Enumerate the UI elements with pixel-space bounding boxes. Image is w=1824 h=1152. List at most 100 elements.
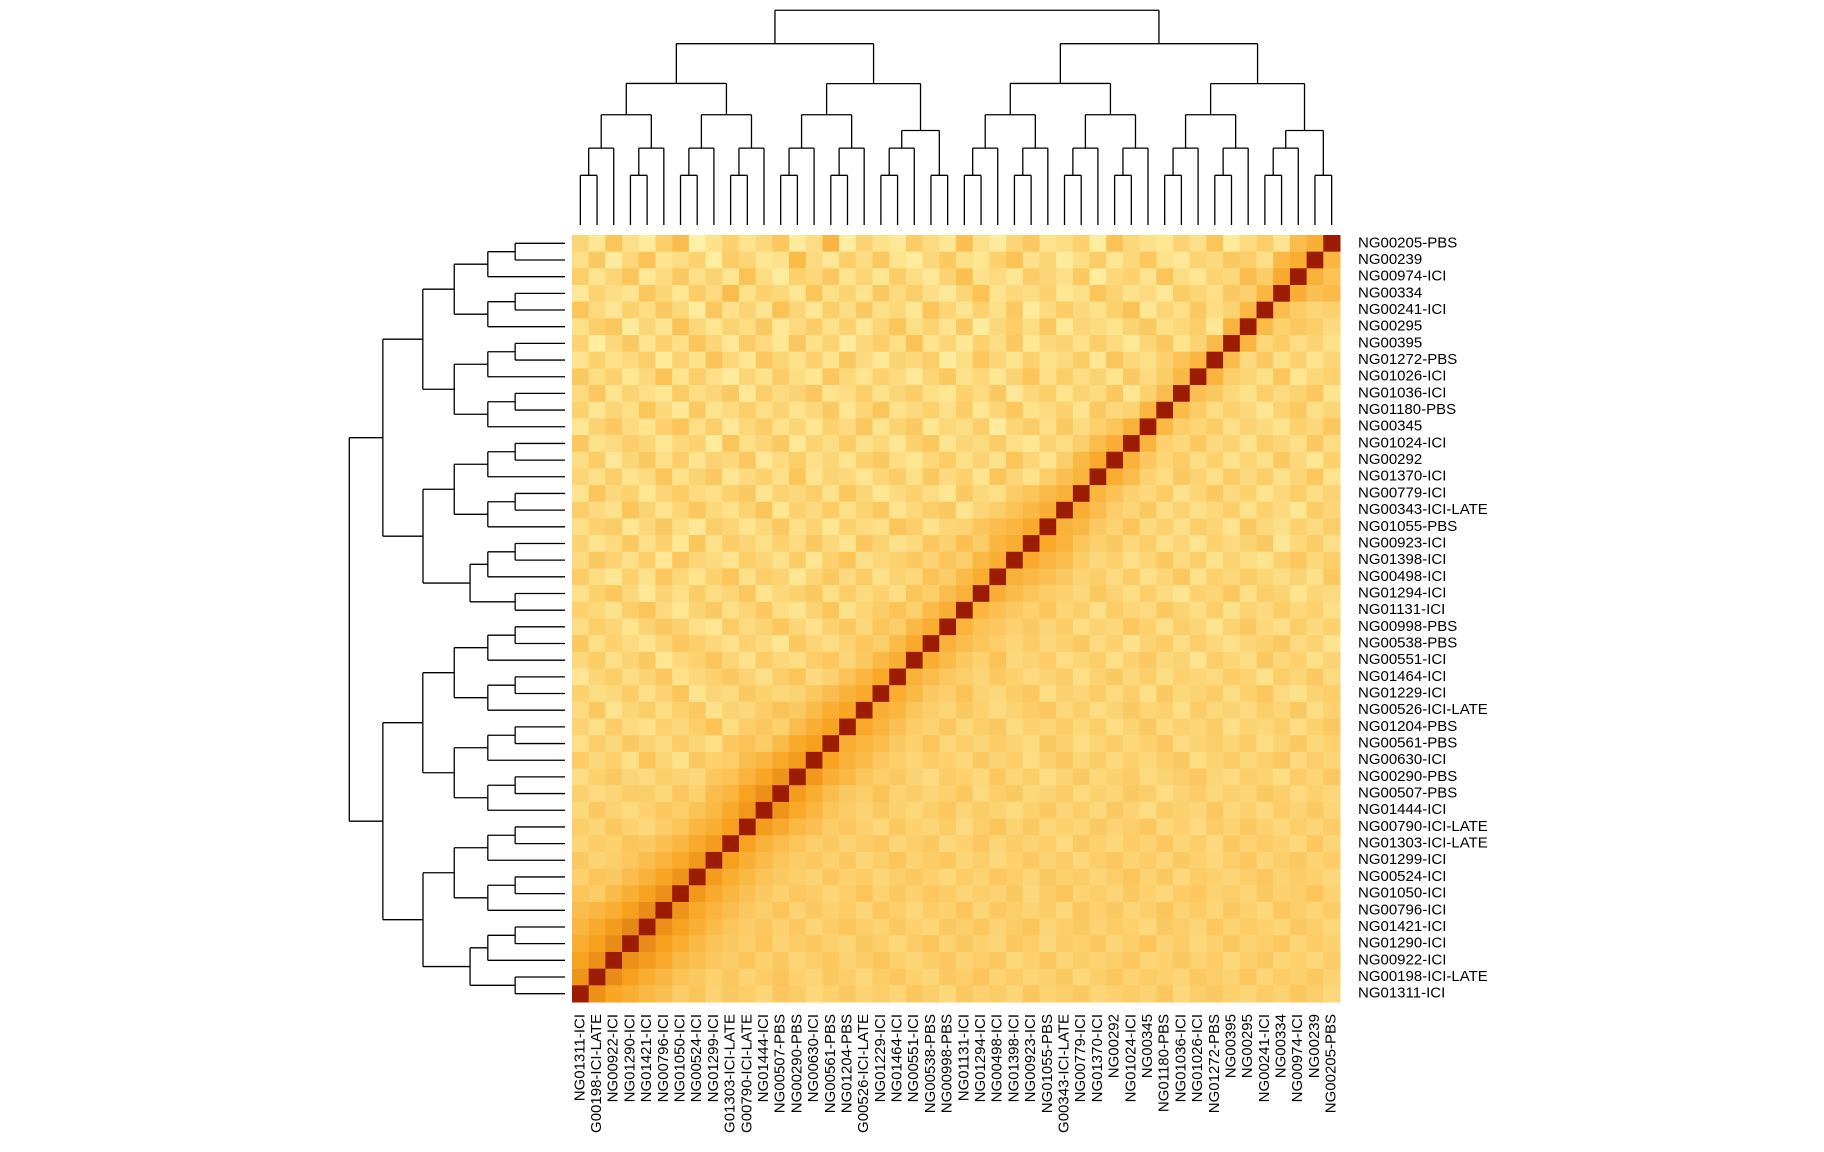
heatmap-cell bbox=[1056, 485, 1074, 503]
heatmap-cell bbox=[1256, 335, 1274, 353]
heatmap-cell bbox=[705, 835, 723, 853]
heatmap-cell bbox=[1306, 368, 1324, 386]
heatmap-cell bbox=[738, 585, 757, 603]
heatmap-cell bbox=[722, 385, 740, 403]
heatmap-cell bbox=[622, 585, 640, 603]
heatmap-cell bbox=[1223, 518, 1241, 536]
heatmap-cell bbox=[822, 585, 840, 603]
heatmap-cell bbox=[572, 451, 590, 469]
heatmap-cell bbox=[989, 901, 1007, 920]
heatmap-cell bbox=[805, 551, 823, 569]
heatmap-cell bbox=[638, 751, 656, 770]
heatmap-cell bbox=[1106, 335, 1124, 353]
heatmap-cell bbox=[1323, 501, 1341, 519]
heatmap-cell bbox=[972, 368, 990, 386]
heatmap-cell bbox=[1239, 585, 1258, 603]
heatmap-cell bbox=[1072, 801, 1091, 820]
heatmap-cell bbox=[1206, 468, 1224, 486]
heatmap-cell bbox=[972, 401, 990, 419]
heatmap-cell bbox=[688, 535, 707, 553]
heatmap-cell bbox=[839, 351, 857, 369]
heatmap-cell bbox=[1289, 568, 1308, 586]
heatmap-cell bbox=[889, 651, 907, 670]
heatmap-cell bbox=[655, 385, 673, 403]
heatmap-cell bbox=[672, 318, 690, 336]
heatmap-cell bbox=[1206, 568, 1224, 586]
row-label: NG01272-PBS bbox=[1358, 351, 1457, 368]
heatmap-cell bbox=[1306, 535, 1324, 553]
heatmap-cell bbox=[1223, 885, 1241, 903]
heatmap-cell bbox=[972, 418, 990, 436]
heatmap-cell bbox=[922, 418, 940, 436]
heatmap-cell bbox=[889, 351, 907, 369]
heatmap-cell bbox=[972, 501, 990, 519]
heatmap-cell bbox=[922, 251, 940, 269]
heatmap-cell bbox=[889, 251, 907, 269]
row-label: NG01290-ICI bbox=[1358, 935, 1446, 952]
heatmap-cell bbox=[989, 868, 1007, 886]
heatmap-cell bbox=[1256, 235, 1274, 253]
heatmap-cell bbox=[1173, 268, 1191, 286]
heatmap-cell bbox=[1239, 701, 1258, 720]
heatmap-cell bbox=[1122, 385, 1141, 403]
heatmap-cell bbox=[1323, 735, 1341, 753]
heatmap-cell bbox=[722, 401, 740, 419]
heatmap-cell bbox=[1072, 418, 1091, 436]
heatmap-cell bbox=[905, 385, 924, 403]
heatmap-cell bbox=[1022, 635, 1040, 653]
heatmap-cell bbox=[772, 551, 790, 569]
heatmap-cell bbox=[889, 968, 907, 986]
heatmap-cell bbox=[872, 418, 890, 436]
heatmap-cell bbox=[622, 918, 640, 936]
heatmap-cell bbox=[755, 418, 773, 436]
heatmap-cell bbox=[1239, 601, 1258, 619]
heatmap-cell bbox=[839, 985, 857, 1003]
heatmap-cell bbox=[1256, 318, 1274, 336]
heatmap-cell bbox=[755, 551, 773, 569]
heatmap-cell bbox=[855, 268, 874, 286]
heatmap-cell bbox=[1273, 885, 1291, 903]
heatmap-cell bbox=[572, 368, 590, 386]
heatmap-cell bbox=[1156, 635, 1174, 653]
heatmap-cell bbox=[972, 551, 990, 569]
heatmap-cell bbox=[839, 935, 857, 953]
heatmap-cell bbox=[855, 235, 874, 253]
heatmap-cell bbox=[622, 651, 640, 670]
heatmap-cell bbox=[1256, 385, 1274, 403]
heatmap-cell bbox=[1139, 835, 1157, 853]
heatmap-cell bbox=[989, 985, 1007, 1003]
heatmap-cell bbox=[572, 385, 590, 403]
heatmap-cell bbox=[956, 918, 974, 936]
heatmap-cell bbox=[1089, 451, 1107, 469]
heatmap-cell bbox=[738, 435, 757, 453]
heatmap-cell bbox=[972, 768, 990, 786]
heatmap-cell bbox=[972, 251, 990, 269]
heatmap-cell bbox=[956, 285, 974, 303]
heatmap-cell bbox=[1156, 568, 1174, 586]
heatmap-cell bbox=[1256, 301, 1274, 319]
heatmap-cell bbox=[1206, 801, 1224, 820]
heatmap-cell bbox=[989, 835, 1007, 853]
heatmap-cell bbox=[956, 901, 974, 920]
heatmap-cell bbox=[705, 385, 723, 403]
heatmap-cell bbox=[805, 935, 823, 953]
heatmap-cell bbox=[1323, 568, 1341, 586]
heatmap-cell bbox=[822, 251, 840, 269]
heatmap-cell bbox=[1189, 685, 1207, 703]
heatmap-cell bbox=[822, 501, 840, 519]
heatmap-cell bbox=[789, 551, 807, 569]
heatmap-cell bbox=[1273, 385, 1291, 403]
heatmap-cell bbox=[889, 735, 907, 753]
heatmap-cell bbox=[1289, 851, 1308, 870]
heatmap-cell bbox=[1239, 451, 1258, 469]
heatmap-cell bbox=[1173, 335, 1191, 353]
column-label: NG01055-PBS bbox=[1039, 1014, 1056, 1113]
heatmap-cell bbox=[638, 651, 656, 670]
heatmap-cell bbox=[1039, 968, 1057, 986]
heatmap-cell bbox=[939, 235, 957, 253]
heatmap-cell bbox=[705, 518, 723, 536]
heatmap-cell bbox=[1206, 701, 1224, 720]
heatmap-cell bbox=[1106, 368, 1124, 386]
heatmap-cell bbox=[1006, 635, 1024, 653]
heatmap-cell bbox=[1289, 968, 1308, 986]
